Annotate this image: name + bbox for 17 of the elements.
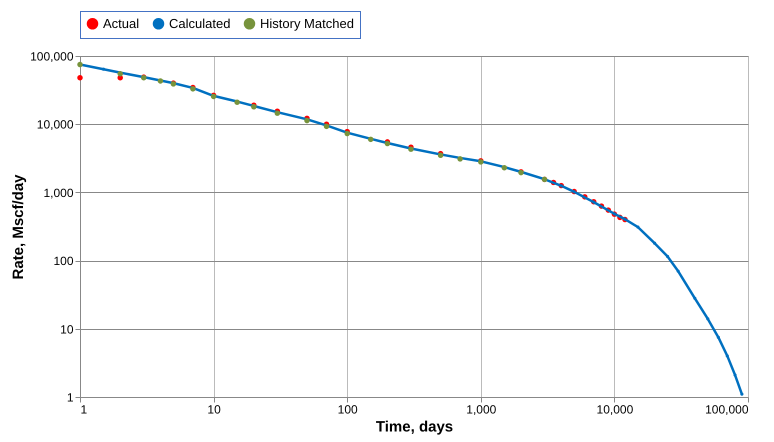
legend-label: Calculated (169, 16, 230, 31)
y-tick-label: 100,000 (30, 50, 74, 64)
y-tick-label: 10,000 (36, 118, 74, 132)
y-tick-label: 1 (66, 390, 74, 404)
y-axis-title: Rate, Mscf/day (10, 174, 28, 280)
legend-label: Actual (103, 16, 140, 31)
x-tick-label: 1,000 (466, 402, 497, 416)
x-tick-label: 100,000 (705, 402, 749, 416)
x-tick-label: 100 (338, 402, 358, 416)
x-tick-label: 1 (80, 402, 88, 416)
x-axis-title: Time, days (376, 418, 454, 436)
x-tick-label: 10,000 (596, 402, 634, 416)
y-tick-label: 10 (60, 322, 74, 336)
y-tick-label: 100 (53, 254, 74, 268)
x-tick-label: 10 (207, 402, 222, 416)
legend-label: History Matched (260, 16, 354, 31)
y-tick-label: 1,000 (43, 186, 74, 200)
